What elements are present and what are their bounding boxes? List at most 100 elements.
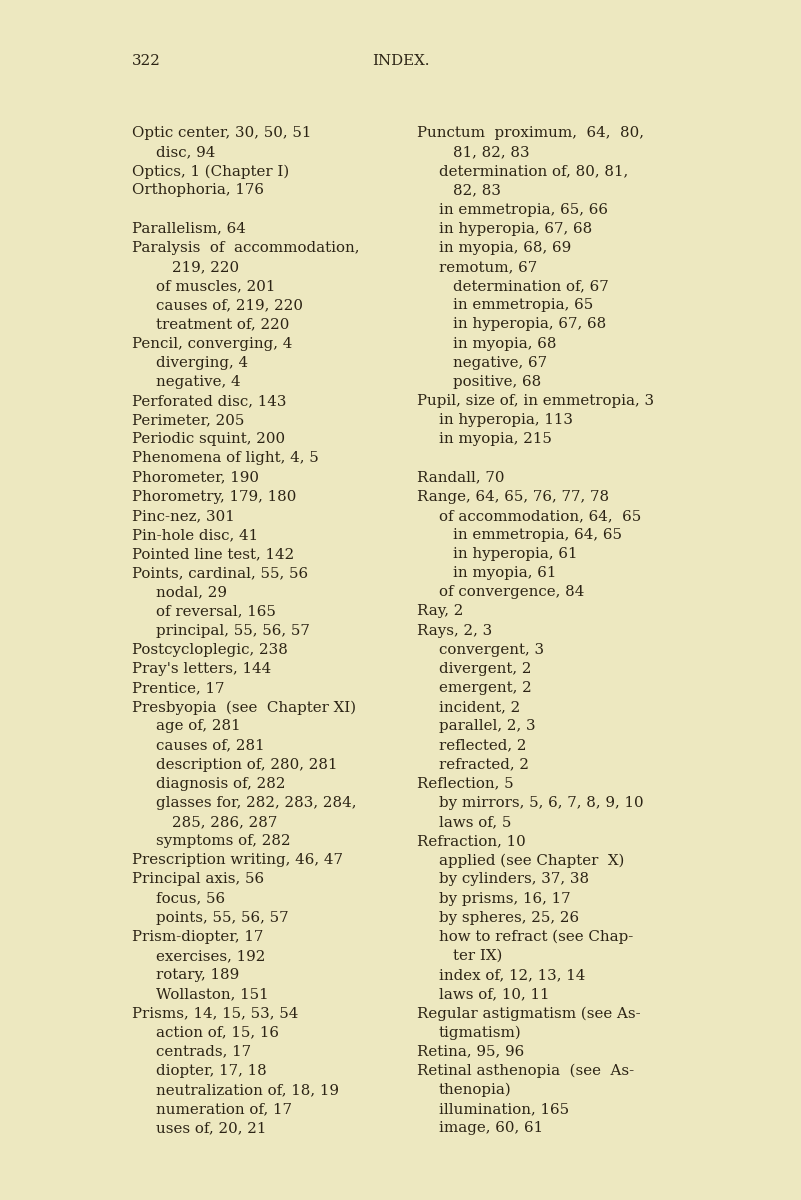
Text: in myopia, 215: in myopia, 215 (439, 432, 552, 446)
Text: refracted, 2: refracted, 2 (439, 757, 529, 772)
Text: in emmetropia, 65, 66: in emmetropia, 65, 66 (439, 203, 608, 216)
Text: Rays, 2, 3: Rays, 2, 3 (417, 624, 492, 637)
Text: Optics, 1 (Chapter I): Optics, 1 (Chapter I) (132, 164, 289, 179)
Text: in hyperopia, 67, 68: in hyperopia, 67, 68 (439, 222, 592, 235)
Text: Prism-diopter, 17: Prism-diopter, 17 (132, 930, 264, 944)
Text: Randall, 70: Randall, 70 (417, 470, 504, 485)
Text: Orthophoria, 176: Orthophoria, 176 (132, 184, 264, 198)
Text: positive, 68: positive, 68 (453, 374, 541, 389)
Text: diagnosis of, 282: diagnosis of, 282 (156, 776, 286, 791)
Text: Pencil, converging, 4: Pencil, converging, 4 (132, 336, 292, 350)
Text: by mirrors, 5, 6, 7, 8, 9, 10: by mirrors, 5, 6, 7, 8, 9, 10 (439, 796, 643, 810)
Text: exercises, 192: exercises, 192 (156, 949, 266, 964)
Text: index of, 12, 13, 14: index of, 12, 13, 14 (439, 968, 586, 982)
Text: Regular astigmatism (see As-: Regular astigmatism (see As- (417, 1007, 640, 1021)
Text: Paralysis  of  accommodation,: Paralysis of accommodation, (132, 241, 360, 254)
Text: Ray, 2: Ray, 2 (417, 605, 463, 618)
Text: in emmetropia, 64, 65: in emmetropia, 64, 65 (453, 528, 622, 542)
Text: in hyperopia, 61: in hyperopia, 61 (453, 547, 577, 562)
Text: diverging, 4: diverging, 4 (156, 355, 248, 370)
Text: image, 60, 61: image, 60, 61 (439, 1121, 543, 1135)
Text: Pray's letters, 144: Pray's letters, 144 (132, 662, 272, 676)
Text: tigmatism): tigmatism) (439, 1026, 521, 1040)
Text: centrads, 17: centrads, 17 (156, 1045, 252, 1058)
Text: INDEX.: INDEX. (372, 54, 429, 68)
Text: treatment of, 220: treatment of, 220 (156, 317, 290, 331)
Text: disc, 94: disc, 94 (156, 145, 215, 160)
Text: in myopia, 68, 69: in myopia, 68, 69 (439, 241, 571, 254)
Text: by prisms, 16, 17: by prisms, 16, 17 (439, 892, 570, 906)
Text: Phenomena of light, 4, 5: Phenomena of light, 4, 5 (132, 451, 319, 466)
Text: of reversal, 165: of reversal, 165 (156, 605, 276, 618)
Text: thenopia): thenopia) (439, 1082, 512, 1097)
Text: of accommodation, 64,  65: of accommodation, 64, 65 (439, 509, 641, 523)
Text: Points, cardinal, 55, 56: Points, cardinal, 55, 56 (132, 566, 308, 581)
Text: by spheres, 25, 26: by spheres, 25, 26 (439, 911, 579, 925)
Text: in myopia, 61: in myopia, 61 (453, 566, 556, 581)
Text: Pupil, size of, in emmetropia, 3: Pupil, size of, in emmetropia, 3 (417, 394, 654, 408)
Text: Prentice, 17: Prentice, 17 (132, 682, 224, 695)
Text: determination of, 80, 81,: determination of, 80, 81, (439, 164, 628, 179)
Text: diopter, 17, 18: diopter, 17, 18 (156, 1064, 267, 1078)
Text: Refraction, 10: Refraction, 10 (417, 834, 525, 848)
Text: in emmetropia, 65: in emmetropia, 65 (453, 299, 593, 312)
Text: Perforated disc, 143: Perforated disc, 143 (132, 394, 287, 408)
Text: nodal, 29: nodal, 29 (156, 586, 227, 599)
Text: causes of, 219, 220: causes of, 219, 220 (156, 299, 304, 312)
Text: Periodic squint, 200: Periodic squint, 200 (132, 432, 285, 446)
Text: 82, 83: 82, 83 (453, 184, 501, 198)
Text: Optic center, 30, 50, 51: Optic center, 30, 50, 51 (132, 126, 312, 140)
Text: principal, 55, 56, 57: principal, 55, 56, 57 (156, 624, 310, 637)
Text: Pointed line test, 142: Pointed line test, 142 (132, 547, 295, 562)
Text: negative, 4: negative, 4 (156, 374, 241, 389)
Text: Prisms, 14, 15, 53, 54: Prisms, 14, 15, 53, 54 (132, 1007, 299, 1020)
Text: Parallelism, 64: Parallelism, 64 (132, 222, 246, 235)
Text: of convergence, 84: of convergence, 84 (439, 586, 584, 599)
Text: neutralization of, 18, 19: neutralization of, 18, 19 (156, 1082, 339, 1097)
Text: glasses for, 282, 283, 284,: glasses for, 282, 283, 284, (156, 796, 356, 810)
Text: Retinal asthenopia  (see  As-: Retinal asthenopia (see As- (417, 1064, 634, 1079)
Text: Phorometry, 179, 180: Phorometry, 179, 180 (132, 490, 296, 504)
Text: Wollaston, 151: Wollaston, 151 (156, 988, 269, 1001)
Text: in myopia, 68: in myopia, 68 (453, 336, 556, 350)
Text: action of, 15, 16: action of, 15, 16 (156, 1026, 280, 1039)
Text: focus, 56: focus, 56 (156, 892, 225, 906)
Text: how to refract (see Chap-: how to refract (see Chap- (439, 930, 634, 944)
Text: Postcycloplegic, 238: Postcycloplegic, 238 (132, 643, 288, 656)
Text: remotum, 67: remotum, 67 (439, 260, 537, 274)
Text: Retina, 95, 96: Retina, 95, 96 (417, 1045, 524, 1058)
Text: Principal axis, 56: Principal axis, 56 (132, 872, 264, 887)
Text: Prescription writing, 46, 47: Prescription writing, 46, 47 (132, 853, 343, 868)
Text: rotary, 189: rotary, 189 (156, 968, 239, 982)
Text: ter IX): ter IX) (453, 949, 501, 964)
Text: incident, 2: incident, 2 (439, 700, 520, 714)
Text: applied (see Chapter  X): applied (see Chapter X) (439, 853, 624, 868)
Text: uses of, 20, 21: uses of, 20, 21 (156, 1121, 267, 1135)
Text: determination of, 67: determination of, 67 (453, 280, 608, 293)
Text: in hyperopia, 67, 68: in hyperopia, 67, 68 (453, 317, 606, 331)
Text: Phorometer, 190: Phorometer, 190 (132, 470, 260, 485)
Text: 81, 82, 83: 81, 82, 83 (453, 145, 529, 160)
Text: Punctum  proximum,  64,  80,: Punctum proximum, 64, 80, (417, 126, 643, 140)
Text: of muscles, 201: of muscles, 201 (156, 280, 276, 293)
Text: 322: 322 (132, 54, 161, 68)
Text: Pin-hole disc, 41: Pin-hole disc, 41 (132, 528, 258, 542)
Text: Pinc-nez, 301: Pinc-nez, 301 (132, 509, 235, 523)
Text: points, 55, 56, 57: points, 55, 56, 57 (156, 911, 289, 925)
Text: negative, 67: negative, 67 (453, 355, 547, 370)
Text: Range, 64, 65, 76, 77, 78: Range, 64, 65, 76, 77, 78 (417, 490, 609, 504)
Text: illumination, 165: illumination, 165 (439, 1102, 569, 1116)
Text: Reflection, 5: Reflection, 5 (417, 776, 513, 791)
Text: numeration of, 17: numeration of, 17 (156, 1102, 292, 1116)
Text: parallel, 2, 3: parallel, 2, 3 (439, 719, 536, 733)
Text: symptoms of, 282: symptoms of, 282 (156, 834, 291, 848)
Text: convergent, 3: convergent, 3 (439, 643, 544, 656)
Text: causes of, 281: causes of, 281 (156, 738, 265, 752)
Text: Perimeter, 205: Perimeter, 205 (132, 413, 244, 427)
Text: 285, 286, 287: 285, 286, 287 (172, 815, 278, 829)
Text: 219, 220: 219, 220 (172, 260, 239, 274)
Text: reflected, 2: reflected, 2 (439, 738, 526, 752)
Text: description of, 280, 281: description of, 280, 281 (156, 757, 338, 772)
Text: Presbyopia  (see  Chapter XI): Presbyopia (see Chapter XI) (132, 700, 356, 714)
Text: by cylinders, 37, 38: by cylinders, 37, 38 (439, 872, 589, 887)
